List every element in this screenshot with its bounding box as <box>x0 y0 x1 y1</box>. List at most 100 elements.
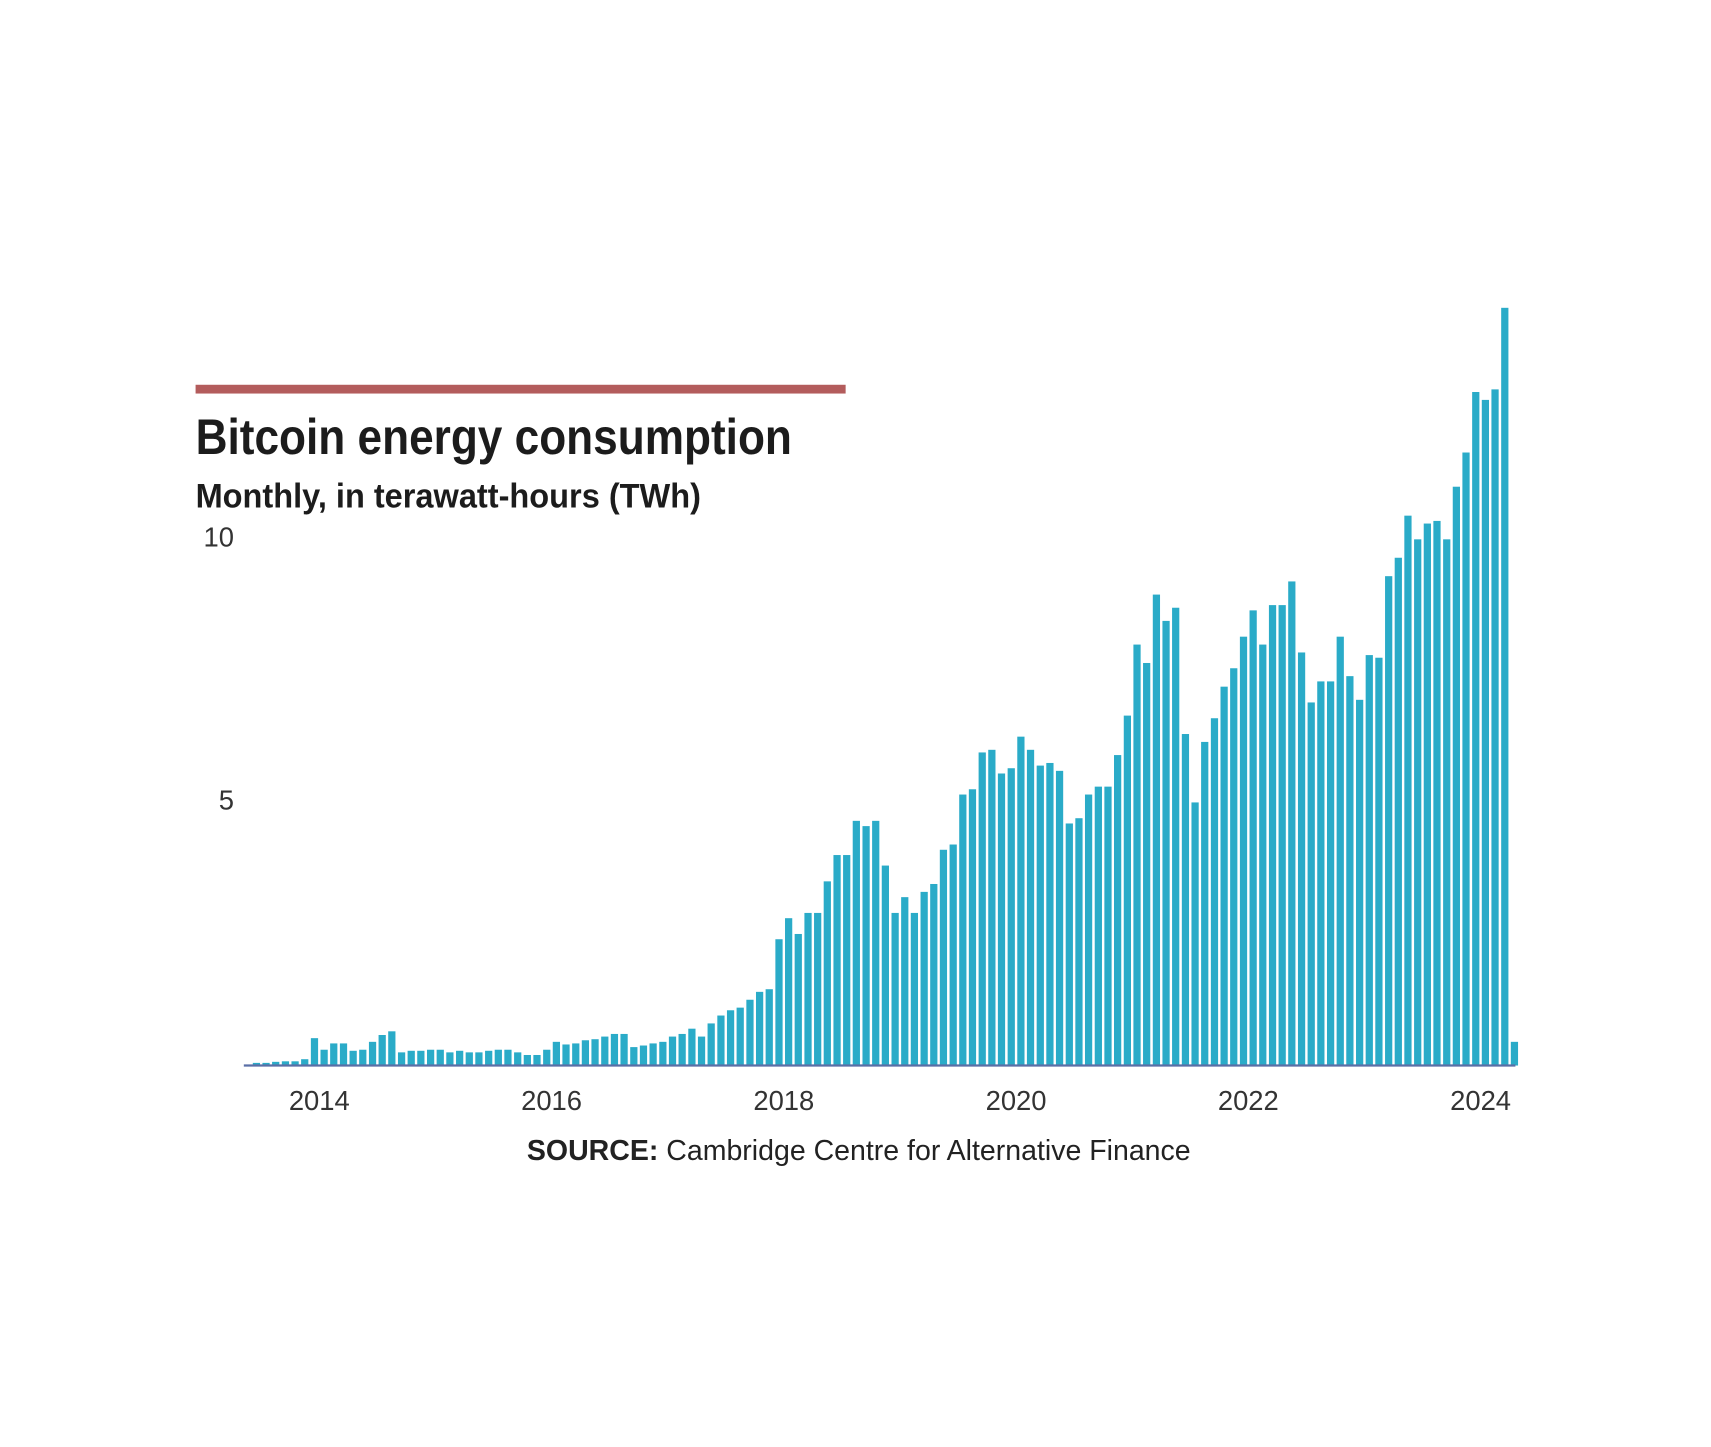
bar <box>1307 702 1315 1066</box>
bar <box>949 844 957 1066</box>
bar <box>1210 718 1219 1066</box>
bar <box>755 991 764 1066</box>
bar <box>1404 515 1412 1066</box>
y-tick-label: 5 <box>219 785 234 816</box>
bar <box>1297 652 1306 1066</box>
bar <box>1084 794 1093 1066</box>
bar <box>388 1031 396 1066</box>
bar <box>1191 802 1199 1066</box>
bar <box>552 1041 560 1066</box>
bar <box>368 1041 377 1066</box>
bar <box>1433 520 1441 1066</box>
bar <box>523 1054 531 1066</box>
bar <box>601 1036 609 1066</box>
bar <box>1510 1041 1519 1066</box>
bar <box>1143 662 1151 1066</box>
bar <box>668 1036 677 1066</box>
bar <box>1317 681 1325 1066</box>
bar <box>678 1033 686 1066</box>
bar <box>978 752 986 1066</box>
bar <box>1501 307 1509 1066</box>
bar <box>1133 644 1141 1066</box>
bar <box>1249 610 1257 1066</box>
bar <box>707 1023 715 1066</box>
bar <box>1346 676 1354 1066</box>
bar <box>988 749 996 1066</box>
bar <box>1481 399 1490 1066</box>
bar <box>620 1033 628 1066</box>
bar <box>475 1052 483 1066</box>
bar <box>1268 605 1277 1066</box>
title-rule <box>195 384 846 394</box>
bar <box>310 1038 319 1066</box>
bar <box>997 773 1006 1066</box>
bar <box>1162 620 1170 1066</box>
bar <box>1414 539 1422 1066</box>
bar <box>891 912 899 1066</box>
bar <box>1114 755 1122 1066</box>
x-tick-label: 2014 <box>289 1085 350 1116</box>
bar <box>881 865 889 1066</box>
bar <box>1336 636 1344 1066</box>
chart-title: Bitcoin energy consumption <box>196 408 792 465</box>
bar <box>1220 686 1228 1066</box>
bar <box>1452 486 1460 1066</box>
bar <box>1491 389 1499 1066</box>
bar <box>1123 715 1131 1066</box>
bar <box>639 1045 648 1066</box>
x-tick-label: 2018 <box>753 1085 814 1116</box>
bar <box>920 891 928 1066</box>
bar <box>1036 765 1044 1066</box>
x-tick-label: 2024 <box>1450 1085 1511 1116</box>
bar <box>339 1043 348 1066</box>
bar <box>1065 823 1073 1066</box>
bar <box>359 1049 367 1066</box>
bar <box>397 1052 406 1066</box>
bar <box>1181 734 1190 1066</box>
bar <box>272 1061 280 1066</box>
bar <box>717 1015 725 1066</box>
bar <box>291 1061 299 1066</box>
bar <box>833 855 841 1066</box>
bar <box>1385 576 1393 1066</box>
bar <box>1365 655 1373 1066</box>
bar <box>572 1043 580 1066</box>
bar <box>1326 681 1335 1066</box>
bar <box>1172 607 1180 1066</box>
bar <box>1375 657 1383 1066</box>
bar <box>1443 539 1451 1066</box>
bar <box>901 897 909 1066</box>
bar <box>456 1050 464 1066</box>
bar <box>1472 392 1480 1066</box>
bar <box>775 939 783 1066</box>
bar <box>959 794 967 1066</box>
bar <box>581 1040 590 1066</box>
bar <box>610 1033 619 1066</box>
source-note: SOURCE: Cambridge Centre for Alternative… <box>527 1135 1191 1167</box>
x-tick-label: 2016 <box>521 1085 582 1116</box>
bar <box>407 1050 415 1066</box>
bar <box>688 1028 696 1066</box>
bar <box>262 1062 270 1066</box>
bar <box>939 849 948 1066</box>
bar <box>1462 452 1470 1066</box>
bar <box>872 820 880 1066</box>
bar <box>1094 786 1102 1066</box>
bar <box>1055 770 1064 1066</box>
bar <box>533 1054 541 1066</box>
bar <box>1278 605 1286 1066</box>
bar <box>591 1039 599 1066</box>
x-tick-label: 2022 <box>1218 1085 1279 1116</box>
bar <box>1026 749 1035 1066</box>
bar <box>1259 644 1267 1066</box>
bar <box>1239 636 1248 1066</box>
bar <box>1046 762 1054 1066</box>
bar <box>330 1043 338 1066</box>
bar <box>736 1007 744 1066</box>
bar <box>1075 818 1083 1066</box>
bar <box>417 1050 425 1066</box>
bar <box>852 820 860 1066</box>
bar <box>378 1034 386 1066</box>
bar <box>1288 581 1296 1066</box>
